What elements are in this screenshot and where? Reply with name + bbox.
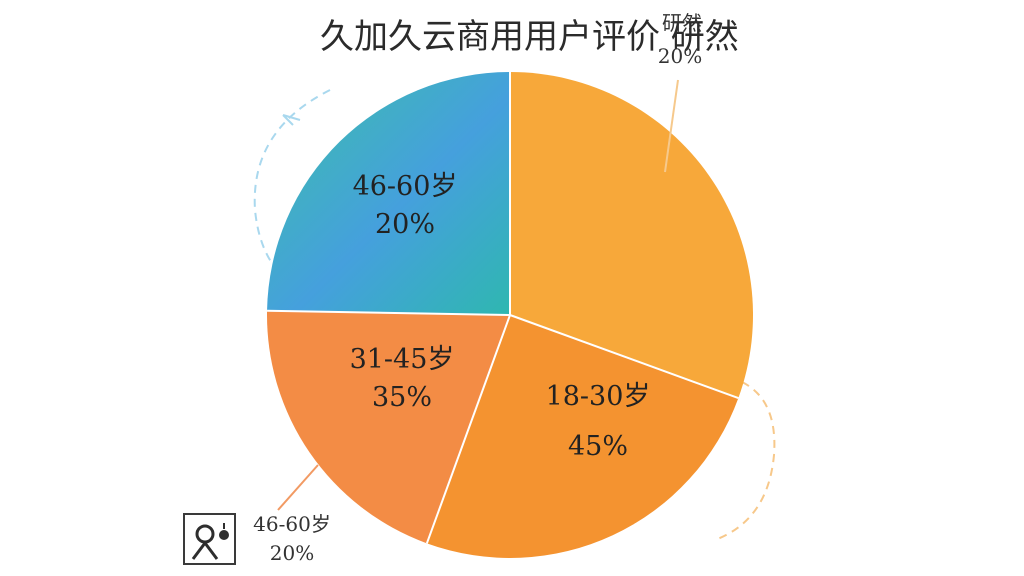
pie-slices <box>267 72 753 558</box>
slice-separator <box>425 314 511 544</box>
pie-slice <box>426 315 739 558</box>
slice-label-46-60-name: 46-60岁 <box>353 171 458 202</box>
slice-separators <box>267 72 739 544</box>
slice-label-31-45-name: 31-45岁 <box>350 344 455 375</box>
decor-arc-left-tick <box>282 114 301 126</box>
outer-label-bottom-left-percent: 20% <box>270 541 314 565</box>
slice-label-31-45-percent: 35% <box>372 382 432 413</box>
slice-label-18-30-name: 18-30岁 <box>546 381 651 412</box>
pie-slice <box>267 310 510 544</box>
slice-separator <box>509 314 739 400</box>
slice-label-46-60-percent: 20% <box>375 209 435 240</box>
slice-label-18-30-percent: 45% <box>568 431 628 462</box>
decor-arc-right <box>714 381 776 541</box>
pie-slice <box>267 72 510 315</box>
leader-line-bottom-left <box>277 464 319 511</box>
pie-slice <box>510 72 753 399</box>
leader-line-top-right <box>664 79 679 173</box>
slice-separator <box>267 309 511 316</box>
outer-label-bottom-left-name: 46-60岁 <box>253 512 331 536</box>
outer-label-top-right-name: 研然 <box>662 11 702 35</box>
outer-label-top-right-percent: 20% <box>658 44 702 68</box>
person-silhouette-icon <box>183 513 236 565</box>
chart-title: 久加久云商用用户评价 研然 <box>320 17 739 57</box>
